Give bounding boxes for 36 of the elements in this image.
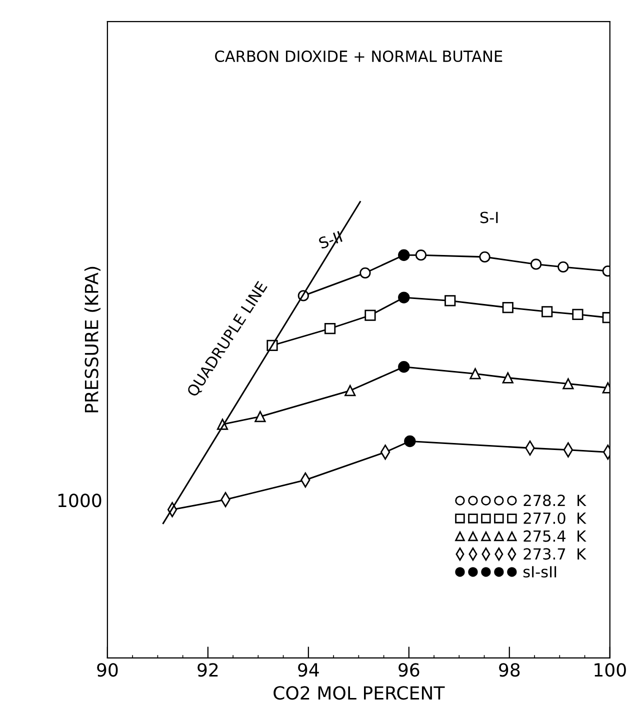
point: [360, 267, 371, 278]
point: [562, 378, 574, 390]
point: [470, 368, 481, 380]
point: [398, 249, 410, 261]
point: [344, 385, 356, 396]
y-axis-title: PRESSURE (KPA): [84, 266, 101, 412]
x-tick-label: 94: [298, 663, 319, 677]
point: [502, 302, 514, 314]
point: [254, 411, 266, 422]
point: [364, 310, 376, 321]
point: [542, 306, 553, 318]
point: [572, 308, 584, 320]
point: [444, 295, 456, 306]
legend-label: 277.0 K: [524, 512, 586, 524]
annotation: S-I: [480, 212, 498, 224]
legend-label: 273.7 K: [524, 548, 586, 560]
text: 1000: [58, 494, 102, 508]
point: [404, 435, 416, 448]
legend-label: 275.4 K: [524, 530, 586, 542]
x-tick-label: 92: [198, 663, 218, 677]
x-tick-label: 100: [594, 663, 626, 677]
x-tick-label: 96: [398, 663, 420, 677]
chart-title: CARBON DIOXIDE + NORMAL BUTANE: [215, 50, 502, 62]
x-axis-title: CO2 MOL PERCENT: [274, 686, 445, 700]
point: [398, 292, 410, 304]
legend-label: sI-sII: [523, 566, 556, 578]
x-tick-label: 90: [97, 663, 118, 677]
point: [398, 361, 410, 373]
point: [479, 251, 490, 262]
point: [324, 322, 336, 334]
point: [558, 261, 569, 273]
point: [530, 258, 542, 270]
point: [415, 250, 427, 261]
legend-label: 278.2 K: [524, 494, 586, 506]
x-tick-label: 98: [499, 663, 520, 677]
point: [502, 372, 514, 384]
